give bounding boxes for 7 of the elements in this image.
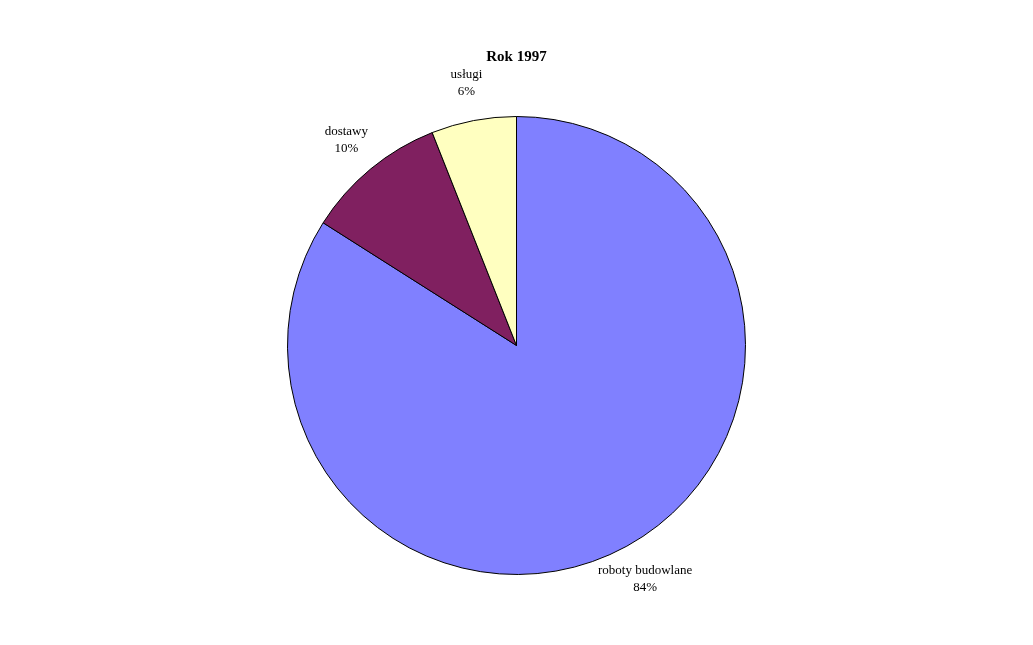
slice-label: roboty budowlane (598, 562, 693, 578)
data-label: 6% (457, 83, 476, 99)
slice-label: dostawy (324, 122, 369, 138)
data-label: 84% (633, 579, 658, 595)
slice-label: usługi (450, 66, 483, 82)
data-label: 10% (334, 139, 359, 155)
chart-title: Rok 1997 (486, 47, 548, 64)
